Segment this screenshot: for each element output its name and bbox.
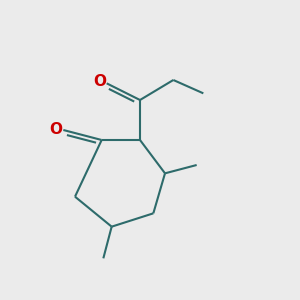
- Text: O: O: [94, 74, 106, 89]
- Text: O: O: [50, 122, 62, 137]
